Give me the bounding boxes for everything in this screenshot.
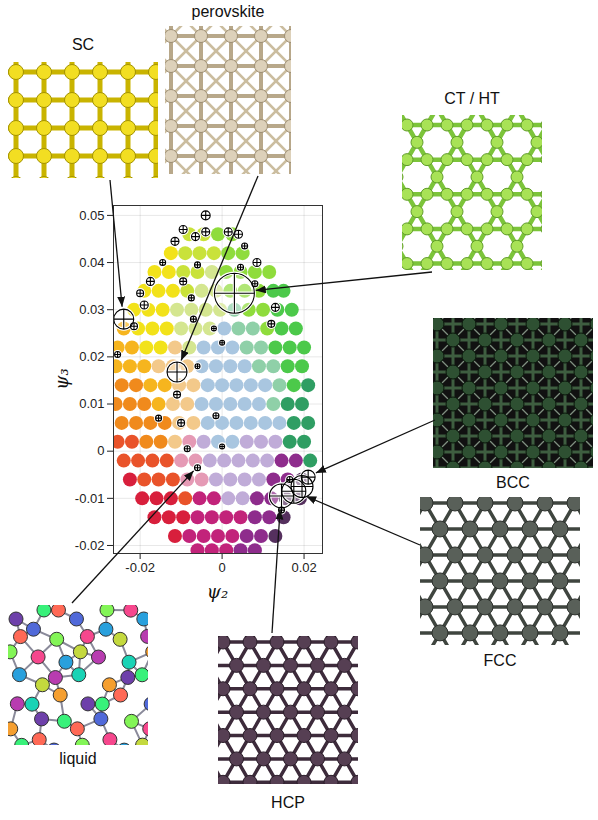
svg-text:ψ₃: ψ₃ bbox=[51, 368, 72, 389]
svg-text:0.03: 0.03 bbox=[79, 302, 104, 317]
svg-text:ψ₂: ψ₂ bbox=[207, 581, 228, 602]
svg-text:0: 0 bbox=[97, 443, 104, 458]
svg-text:0.05: 0.05 bbox=[79, 208, 104, 223]
svg-text:FCC: FCC bbox=[484, 652, 517, 669]
svg-text:SC: SC bbox=[72, 36, 94, 53]
svg-text:0: 0 bbox=[218, 560, 225, 575]
svg-text:-0.01: -0.01 bbox=[75, 490, 105, 505]
svg-text:-0.02: -0.02 bbox=[75, 538, 105, 553]
svg-text:HCP: HCP bbox=[271, 794, 305, 811]
svg-text:-0.02: -0.02 bbox=[125, 560, 155, 575]
svg-text:0.04: 0.04 bbox=[79, 255, 104, 270]
svg-text:0.02: 0.02 bbox=[291, 560, 316, 575]
svg-text:0.01: 0.01 bbox=[79, 396, 104, 411]
svg-text:liquid: liquid bbox=[59, 750, 96, 767]
svg-text:perovskite: perovskite bbox=[192, 3, 265, 20]
svg-text:0.02: 0.02 bbox=[79, 349, 104, 364]
svg-text:CT / HT: CT / HT bbox=[444, 90, 500, 107]
svg-text:BCC: BCC bbox=[496, 474, 530, 491]
